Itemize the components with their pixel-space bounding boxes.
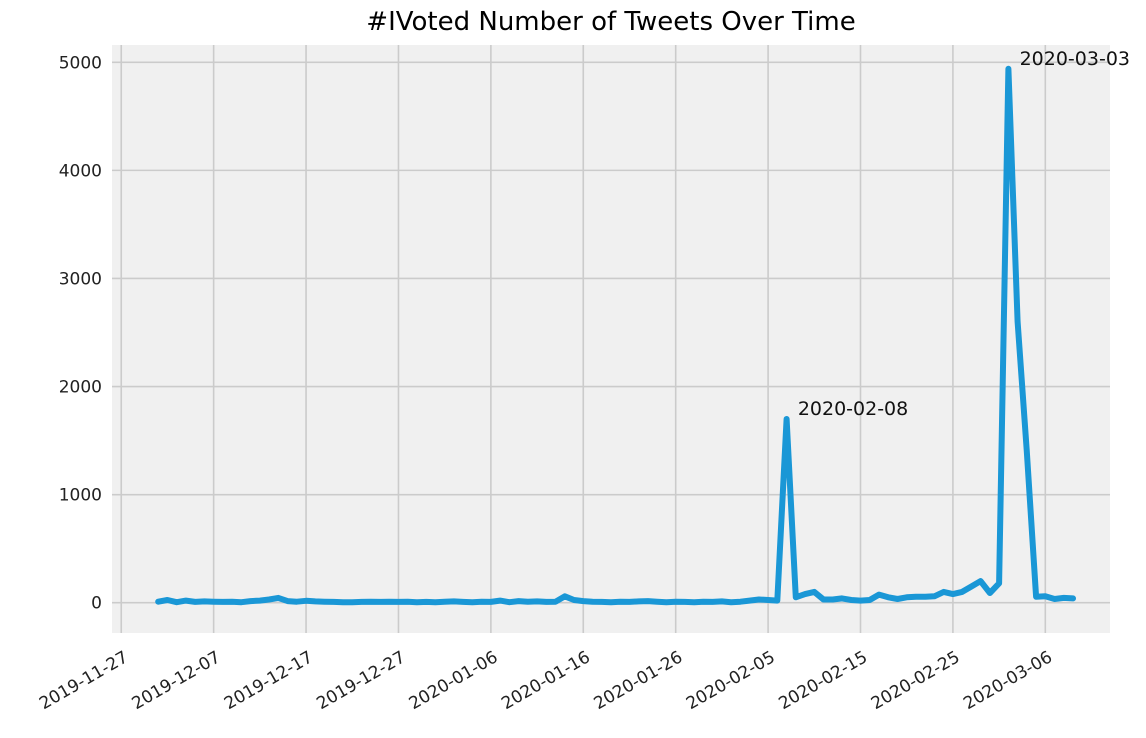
x-tick-label: 2020-01-06 — [406, 647, 502, 714]
y-tick-label: 2000 — [59, 378, 102, 398]
x-tick-label: 2019-11-27 — [36, 647, 132, 714]
x-tick-label: 2020-02-05 — [683, 647, 779, 714]
x-tick-label: 2019-12-17 — [221, 647, 317, 714]
x-tick-label: 2020-03-06 — [960, 647, 1056, 714]
annotation-label: 2020-03-03 — [1020, 48, 1130, 70]
y-tick-label: 0 — [91, 594, 102, 614]
x-gridlines — [120, 45, 1047, 633]
x-tick-label: 2019-12-27 — [313, 647, 409, 714]
x-tick-label: 2020-02-15 — [775, 647, 871, 714]
y-tick-label: 4000 — [59, 161, 102, 181]
x-tick-labels: 2019-11-272019-12-072019-12-172019-12-27… — [36, 647, 1056, 714]
y-tick-label: 3000 — [59, 269, 102, 289]
y-gridlines — [112, 61, 1110, 604]
y-tick-label: 5000 — [59, 53, 102, 73]
y-tick-label: 1000 — [59, 486, 102, 506]
series-line — [155, 65, 1076, 606]
annotations: 2020-02-08 2020-03-03 — [798, 48, 1130, 420]
x-tick-label: 2020-01-16 — [498, 647, 594, 714]
x-tick-label: 2020-01-26 — [591, 647, 687, 714]
annotation-label: 2020-02-08 — [798, 398, 908, 420]
chart-title: #IVoted Number of Tweets Over Time — [366, 7, 855, 37]
x-tick-label: 2019-12-07 — [129, 647, 225, 714]
y-tick-labels: 0 1000 2000 3000 4000 5000 — [59, 53, 102, 613]
x-tick-label: 2020-02-25 — [868, 647, 964, 714]
plot-background — [112, 45, 1110, 633]
